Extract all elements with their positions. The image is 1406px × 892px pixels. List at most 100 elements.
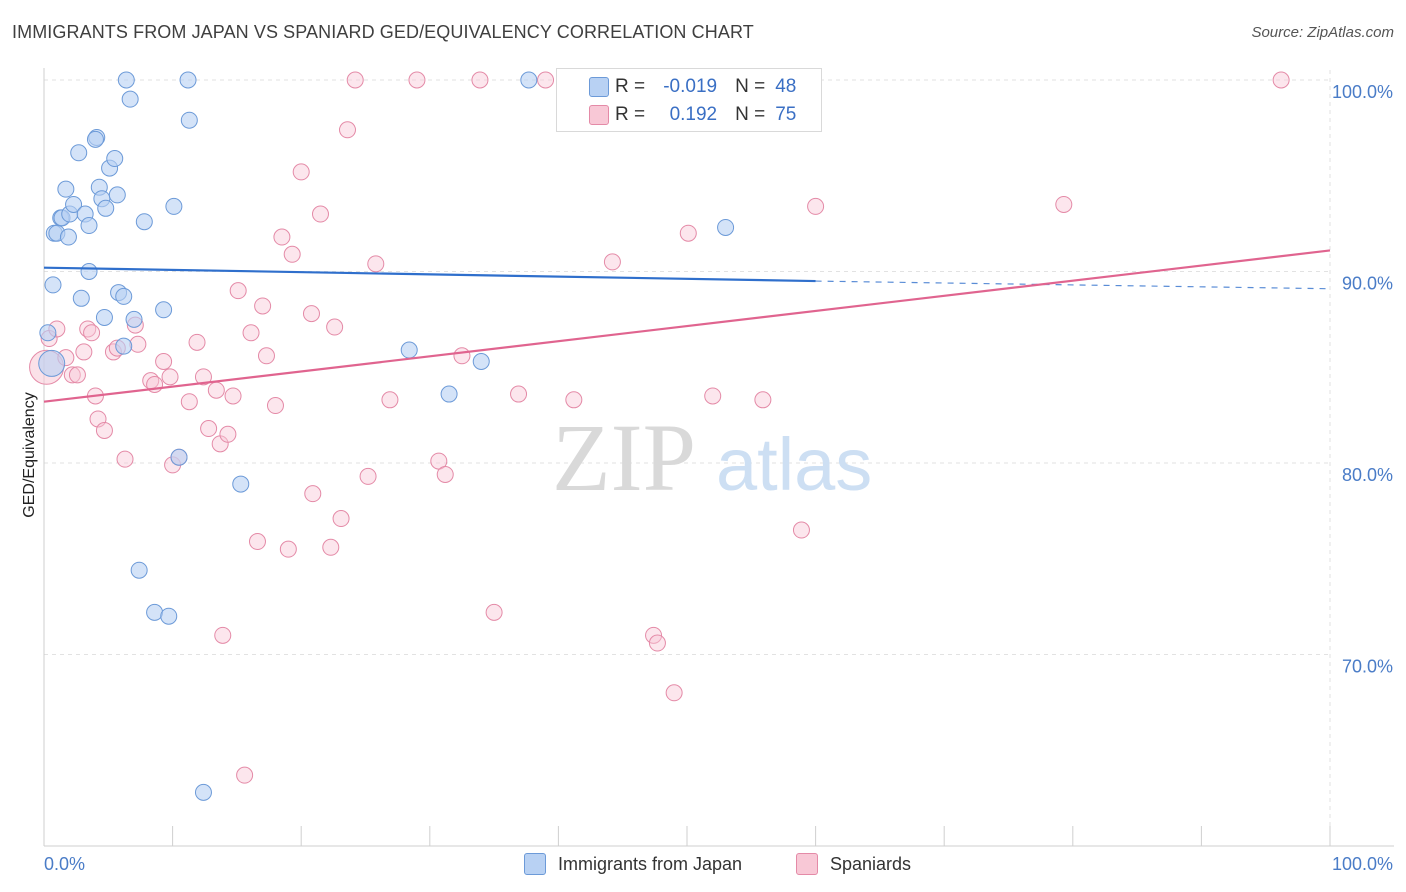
japan-trend-line xyxy=(43,266,816,283)
spaniard-point xyxy=(257,347,275,365)
japan-point xyxy=(400,341,418,359)
spaniard-point xyxy=(63,366,81,384)
japan-points xyxy=(38,71,735,801)
spaniard-point xyxy=(367,255,385,273)
bottom-legend-label-spain: Spaniards xyxy=(830,853,912,874)
legend-row-spain: R = 0.192 N = 75 xyxy=(615,102,796,128)
spaniard-point xyxy=(266,397,284,415)
japan-point xyxy=(170,448,188,466)
bottom-legend-swatch-spain xyxy=(796,853,818,875)
spaniard-point xyxy=(471,71,489,89)
spaniard-point xyxy=(248,533,266,551)
source-label: Source: ZipAtlas.com xyxy=(1251,24,1394,41)
japan-point xyxy=(44,276,62,294)
spaniard-point xyxy=(645,626,663,644)
spaniard-point xyxy=(304,485,322,503)
spaniards-points xyxy=(29,71,1290,784)
japan-point xyxy=(80,217,98,235)
spaniard-point xyxy=(326,318,344,336)
bottom-legend-swatch-japan xyxy=(524,853,546,875)
spaniard-point xyxy=(807,197,825,215)
japan-point xyxy=(57,180,75,198)
japan-point xyxy=(125,310,143,328)
spaniard-point xyxy=(408,71,426,89)
spaniard-point xyxy=(155,353,173,371)
japan-point xyxy=(194,783,212,801)
chart-title: IMMIGRANTS FROM JAPAN VS SPANIARD GED/EQ… xyxy=(12,22,754,42)
spaniard-point xyxy=(95,421,113,439)
japan-point xyxy=(232,475,250,493)
japan-point xyxy=(86,130,104,148)
spaniard-point xyxy=(180,393,198,411)
spaniard-point xyxy=(302,305,320,323)
spaniard-point xyxy=(665,684,683,702)
japan-point xyxy=(121,90,139,108)
spaniard-point xyxy=(322,538,340,556)
spaniard-point xyxy=(219,425,237,443)
japan-point xyxy=(72,289,90,307)
japan-point xyxy=(165,197,183,215)
legend-swatch-japan xyxy=(589,77,609,97)
spaniard-point xyxy=(1272,71,1290,89)
spaniard-point xyxy=(236,766,254,784)
legend-n-value-japan: 48 xyxy=(775,76,797,97)
legend-n-label: N = xyxy=(735,76,766,97)
legend-r-value-japan: -0.019 xyxy=(663,76,718,97)
legend-r-label: R = xyxy=(615,104,646,125)
legend-row-japan: R = -0.019 N = 48 xyxy=(615,74,796,100)
japan-point xyxy=(440,385,458,403)
axes xyxy=(43,68,1394,847)
spaniard-point xyxy=(565,391,583,409)
spaniard-point xyxy=(332,510,350,528)
spaniard-point xyxy=(242,324,260,342)
y-tick-label: 90.0% xyxy=(1342,274,1393,294)
legend-n-label: N = xyxy=(735,104,766,125)
spaniard-point xyxy=(338,121,356,139)
spaniard-point xyxy=(229,282,247,300)
japan-point xyxy=(520,71,538,89)
legend-r-label: R = xyxy=(615,76,646,97)
spaniard-point xyxy=(359,467,377,485)
spaniard-point xyxy=(116,450,134,468)
spaniard-point xyxy=(792,521,810,539)
japan-point xyxy=(717,218,735,236)
japan-point xyxy=(39,324,57,342)
spaniard-point xyxy=(214,626,232,644)
watermark-atlas: atlas xyxy=(716,423,872,506)
spaniard-point xyxy=(207,381,225,399)
x-tick-label: 0.0% xyxy=(44,854,85,874)
japan-point xyxy=(59,228,77,246)
watermark: ZIP atlas xyxy=(552,404,872,511)
spaniard-point xyxy=(200,420,218,438)
spaniard-point xyxy=(75,343,93,361)
spaniard-point xyxy=(381,391,399,409)
spaniard-point xyxy=(292,163,310,181)
japan-point xyxy=(65,195,83,213)
spaniard-point xyxy=(537,71,555,89)
spaniard-point xyxy=(648,634,666,652)
spaniard-point xyxy=(485,603,503,621)
legend-swatch-spain xyxy=(589,105,609,125)
japan-trend-extension xyxy=(815,280,1331,290)
spaniards-trend-line xyxy=(43,249,1331,403)
japan-point xyxy=(179,71,197,89)
spaniard-point xyxy=(188,333,206,351)
japan-point xyxy=(155,301,173,319)
japan-point xyxy=(95,308,113,326)
spaniard-point xyxy=(754,391,772,409)
spaniard-point xyxy=(224,387,242,405)
legend-n-value-spain: 75 xyxy=(775,104,797,125)
bottom-legend-spain: Spaniards xyxy=(796,852,911,876)
spaniard-point xyxy=(603,253,621,271)
japan-point xyxy=(135,213,153,231)
spaniard-point xyxy=(311,205,329,223)
japan-point xyxy=(472,353,490,371)
spaniard-point xyxy=(679,224,697,242)
y-axis-label: GED/Equivalency xyxy=(21,392,38,517)
spaniard-point xyxy=(68,366,86,384)
y-tick-label: 100.0% xyxy=(1332,82,1393,102)
japan-point xyxy=(160,607,178,625)
spaniard-point xyxy=(194,368,212,386)
y-tick-label: 70.0% xyxy=(1342,657,1393,677)
